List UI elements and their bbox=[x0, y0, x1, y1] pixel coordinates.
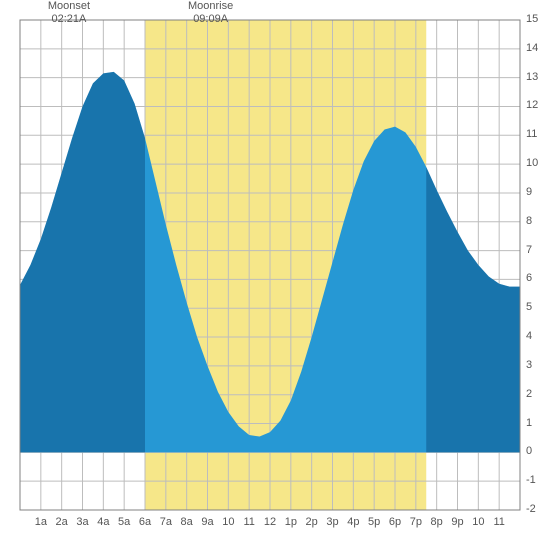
x-tick: 10 bbox=[468, 516, 488, 528]
y-tick: 13 bbox=[526, 71, 538, 83]
tide-chart bbox=[0, 0, 550, 550]
x-tick: 11 bbox=[239, 516, 259, 528]
y-tick: -2 bbox=[526, 503, 536, 515]
x-tick: 8p bbox=[427, 516, 447, 528]
y-tick: 3 bbox=[526, 359, 532, 371]
y-tick: -1 bbox=[526, 474, 536, 486]
x-tick: 5p bbox=[364, 516, 384, 528]
moonrise-label: Moonrise 09:09A bbox=[185, 0, 237, 25]
y-tick: 15 bbox=[526, 13, 538, 25]
y-tick: 7 bbox=[526, 244, 532, 256]
x-tick: 11 bbox=[489, 516, 509, 528]
y-tick: 14 bbox=[526, 42, 538, 54]
y-tick: 8 bbox=[526, 215, 532, 227]
x-tick: 1p bbox=[281, 516, 301, 528]
y-tick: 9 bbox=[526, 186, 532, 198]
x-tick: 5a bbox=[114, 516, 134, 528]
x-tick: 4a bbox=[93, 516, 113, 528]
y-tick: 5 bbox=[526, 301, 532, 313]
x-tick: 9a bbox=[198, 516, 218, 528]
x-tick: 7p bbox=[406, 516, 426, 528]
y-tick: 10 bbox=[526, 157, 538, 169]
moonset-label: Moonset 02:21A bbox=[43, 0, 95, 25]
x-tick: 10 bbox=[218, 516, 238, 528]
x-tick: 2p bbox=[302, 516, 322, 528]
x-tick: 6p bbox=[385, 516, 405, 528]
y-tick: 12 bbox=[526, 99, 538, 111]
x-tick: 9p bbox=[448, 516, 468, 528]
x-tick: 2a bbox=[52, 516, 72, 528]
y-tick: 11 bbox=[526, 128, 537, 140]
y-tick: 2 bbox=[526, 388, 532, 400]
x-tick: 3p bbox=[323, 516, 343, 528]
y-tick: 6 bbox=[526, 272, 532, 284]
x-tick: 7a bbox=[156, 516, 176, 528]
y-tick: 0 bbox=[526, 445, 532, 457]
x-tick: 3a bbox=[73, 516, 93, 528]
x-tick: 6a bbox=[135, 516, 155, 528]
x-tick: 8a bbox=[177, 516, 197, 528]
y-tick: 1 bbox=[526, 417, 532, 429]
y-tick: 4 bbox=[526, 330, 532, 342]
x-tick: 1a bbox=[31, 516, 51, 528]
x-tick: 4p bbox=[343, 516, 363, 528]
x-tick: 12 bbox=[260, 516, 280, 528]
